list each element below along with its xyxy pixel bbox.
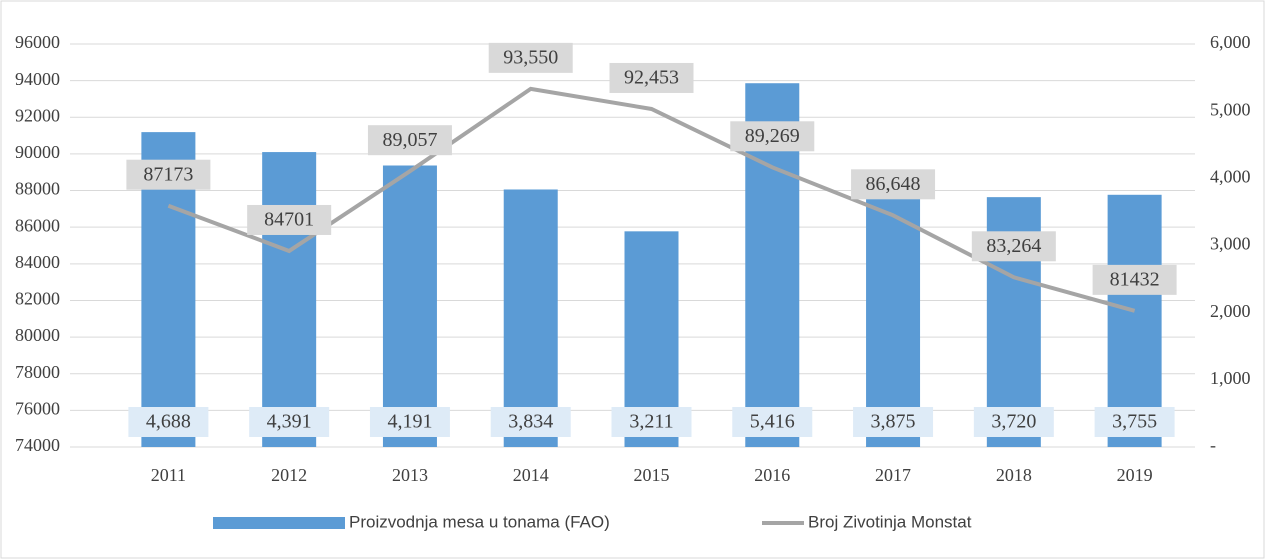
bar (866, 186, 921, 447)
x-tick-label: 2017 (875, 465, 911, 485)
y2-tick-label: 5,000 (1210, 99, 1251, 119)
data-label: 5,416 (750, 411, 795, 433)
data-label: 4,391 (267, 411, 312, 433)
legend-label: Proizvodnja mesa u tonama (FAO) (349, 512, 610, 531)
data-label: 89,057 (382, 129, 437, 151)
x-tick-label: 2013 (392, 465, 428, 485)
y2-tick-label: 6,000 (1210, 32, 1251, 52)
bar (382, 165, 437, 447)
data-label: 3,755 (1112, 411, 1157, 433)
y-tick-label: 88000 (15, 179, 60, 199)
y-tick-label: 80000 (15, 325, 60, 345)
y-tick-label: 90000 (15, 142, 60, 162)
y-tick-label: 94000 (15, 69, 60, 89)
data-label-box (732, 407, 813, 437)
x-tick-label: 2018 (996, 465, 1032, 485)
data-label: 3,211 (629, 411, 673, 433)
y-tick-label: 82000 (15, 289, 60, 309)
y-tick-label: 76000 (15, 398, 60, 418)
bar (1107, 194, 1162, 447)
y2-tick-label: - (1210, 435, 1216, 455)
y-tick-label: 74000 (15, 435, 60, 455)
data-label-box (853, 407, 934, 437)
data-label-box (971, 231, 1056, 262)
data-label-box (488, 42, 573, 73)
data-label-box (247, 204, 332, 235)
data-label: 4,191 (387, 411, 432, 433)
legend-label: Broj Zivotinja Monstat (808, 512, 972, 531)
y2-tick-label: 1,000 (1210, 368, 1251, 388)
legend-swatch (213, 517, 345, 529)
data-label: 83,264 (986, 235, 1041, 257)
y-tick-label: 78000 (15, 362, 60, 382)
data-label-box (730, 121, 815, 152)
y-tick-label: 84000 (15, 252, 60, 272)
data-label: 3,834 (508, 411, 553, 433)
x-tick-label: 2012 (271, 465, 307, 485)
data-label: 84701 (264, 209, 314, 231)
data-label-box (851, 169, 936, 200)
x-tick-label: 2014 (513, 465, 549, 485)
data-label-box (490, 407, 571, 437)
y-tick-label: 92000 (15, 105, 60, 125)
y-tick-label: 96000 (15, 32, 60, 52)
data-label-box (126, 159, 211, 190)
data-label: 93,550 (503, 46, 558, 68)
y2-tick-label: 3,000 (1210, 234, 1251, 254)
data-label-box (611, 407, 692, 437)
data-label-box (1092, 264, 1177, 295)
data-label: 86,648 (866, 173, 921, 195)
y-tick-label: 86000 (15, 215, 60, 235)
x-tick-label: 2011 (151, 465, 186, 485)
data-label-box (973, 407, 1054, 437)
data-label: 81432 (1110, 268, 1160, 290)
x-tick-label: 2015 (634, 465, 670, 485)
x-tick-label: 2019 (1117, 465, 1153, 485)
data-label-box (1094, 407, 1175, 437)
data-label: 89,269 (745, 125, 800, 147)
data-label: 3,720 (991, 411, 1036, 433)
data-label: 3,875 (871, 411, 916, 433)
data-label-box (128, 407, 209, 437)
data-label-box (367, 125, 452, 156)
data-label-box (609, 62, 694, 93)
x-tick-label: 2016 (754, 465, 790, 485)
data-label-box (369, 407, 450, 437)
y2-tick-label: 4,000 (1210, 166, 1251, 186)
bar (262, 152, 317, 447)
data-label-box (249, 407, 330, 437)
data-label: 4,688 (146, 411, 191, 433)
bar (503, 189, 558, 447)
data-label: 92,453 (624, 67, 679, 89)
y2-tick-label: 2,000 (1210, 301, 1251, 321)
data-label: 87173 (143, 163, 193, 185)
